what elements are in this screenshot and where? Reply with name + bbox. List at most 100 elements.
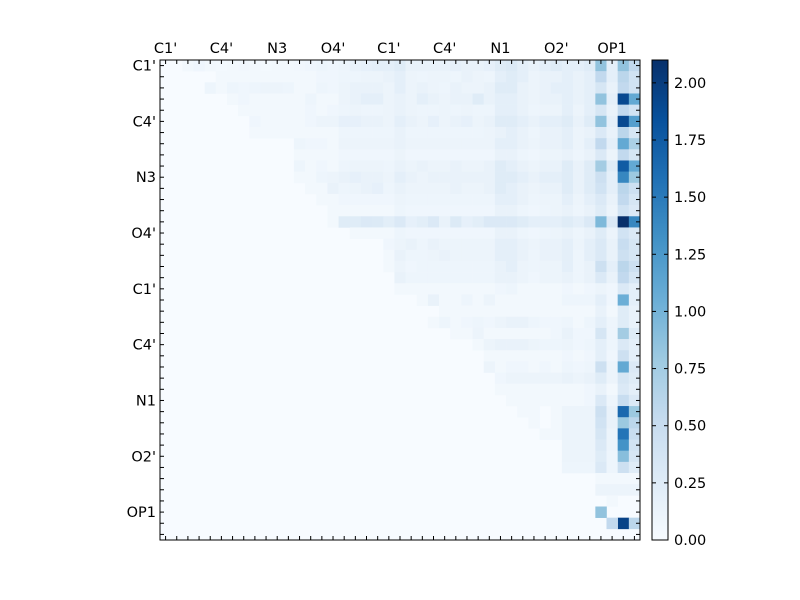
heatmap-cell <box>461 160 473 172</box>
heatmap-cell <box>506 171 518 184</box>
heatmap-cell <box>439 216 451 228</box>
heatmap-cell <box>628 193 641 206</box>
heatmap-cell <box>628 428 641 440</box>
heatmap-cell <box>628 82 641 94</box>
heatmap-cell <box>305 138 317 150</box>
heatmap-cell <box>561 439 574 451</box>
heatmap-cell <box>394 182 406 195</box>
heatmap-cell <box>405 160 418 172</box>
heatmap-cell <box>349 171 362 184</box>
heatmap-cell <box>561 138 574 150</box>
heatmap-cell <box>606 406 618 418</box>
heatmap-cell <box>617 383 630 396</box>
heatmap-cell <box>472 283 485 295</box>
x-tick-label: N1 <box>490 41 510 57</box>
heatmap-cell <box>561 272 574 284</box>
heatmap-cell <box>595 383 607 396</box>
heatmap-cell <box>494 372 507 385</box>
heatmap-cell <box>550 171 563 184</box>
heatmap-cell <box>561 283 574 295</box>
heatmap-cell <box>494 93 507 105</box>
colorbar: 0.00 0.25 0.50 0.75 1.00 1.25 1.50 1.75 2.00 <box>651 59 706 549</box>
heatmap-cell <box>472 149 485 161</box>
heatmap-cell <box>573 171 585 184</box>
heatmap-cell <box>628 517 641 530</box>
heatmap-cell <box>606 439 618 451</box>
heatmap-cell <box>584 71 596 83</box>
heatmap-cell <box>494 182 507 195</box>
x-axis-ticks <box>165 60 635 540</box>
heatmap-cell <box>528 115 540 128</box>
heatmap-cell <box>204 82 217 94</box>
heatmap-cell <box>293 60 306 72</box>
heatmap-cell <box>238 60 250 72</box>
heatmap-cell <box>561 461 574 474</box>
heatmap-cell <box>584 193 596 206</box>
heatmap-cell <box>584 82 596 94</box>
heatmap-cell <box>349 149 362 161</box>
heatmap-cell <box>360 149 373 161</box>
heatmap-cell <box>528 394 540 407</box>
heatmap-cell <box>394 115 406 128</box>
heatmap-cell <box>528 126 540 139</box>
heatmap-cell <box>573 149 585 161</box>
heatmap-cell <box>461 149 473 161</box>
heatmap-cells <box>160 60 641 540</box>
heatmap-cell <box>472 216 485 228</box>
heatmap-cell <box>628 361 641 373</box>
heatmap-cell <box>617 450 630 463</box>
heatmap-cell <box>450 171 462 184</box>
heatmap-cell <box>394 260 406 273</box>
heatmap-cell <box>506 227 518 239</box>
heatmap-cell <box>628 294 641 306</box>
heatmap-cell <box>606 294 618 306</box>
heatmap-cell <box>628 205 641 217</box>
colorbar-tick-label: 0.00 <box>674 533 706 549</box>
heatmap-cell <box>394 272 406 284</box>
heatmap-cell <box>439 138 451 150</box>
heatmap-cell <box>528 205 540 217</box>
heatmap-cell <box>215 82 228 94</box>
heatmap-cell <box>450 126 462 139</box>
heatmap-cell <box>617 339 630 351</box>
heatmap-cell <box>494 227 507 239</box>
heatmap-cell <box>595 171 607 184</box>
heatmap-cell <box>584 428 596 440</box>
heatmap-cell <box>617 484 630 496</box>
heatmap-cell <box>394 160 406 172</box>
heatmap-cell <box>472 115 485 128</box>
heatmap-cell <box>573 272 585 284</box>
heatmap-cell <box>606 461 618 474</box>
heatmap-cell <box>561 160 574 172</box>
heatmap-cell <box>606 383 618 396</box>
heatmap-cell <box>427 193 440 206</box>
x-tick-label: C1' <box>377 41 400 57</box>
heatmap-cell <box>450 193 462 206</box>
heatmap-cell <box>506 149 518 161</box>
heatmap-cell <box>561 93 574 105</box>
heatmap-cell <box>416 104 429 117</box>
heatmap-cell <box>427 138 440 150</box>
heatmap-cell <box>383 149 395 161</box>
heatmap-cell <box>517 238 529 251</box>
heatmap-cell <box>405 283 418 295</box>
heatmap-cell <box>573 428 585 440</box>
colorbar-tick-label: 1.75 <box>674 133 706 149</box>
heatmap-cell <box>573 93 585 105</box>
heatmap-cell <box>606 517 618 530</box>
heatmap-cell <box>550 394 563 407</box>
heatmap-cell <box>606 216 618 228</box>
colorbar-tick-label: 1.00 <box>674 304 706 320</box>
heatmap-cell <box>617 316 630 329</box>
heatmap-cell <box>517 71 529 83</box>
heatmap-cell <box>628 238 641 251</box>
heatmap-cell <box>595 260 607 273</box>
heatmap-cell <box>416 171 429 184</box>
heatmap-cell <box>226 60 239 72</box>
heatmap-cell <box>595 372 607 385</box>
heatmap-cell <box>405 171 418 184</box>
heatmap-cell <box>617 327 630 340</box>
heatmap-cell <box>282 104 295 117</box>
heatmap-cell <box>561 316 574 329</box>
heatmap-cell <box>427 249 440 262</box>
